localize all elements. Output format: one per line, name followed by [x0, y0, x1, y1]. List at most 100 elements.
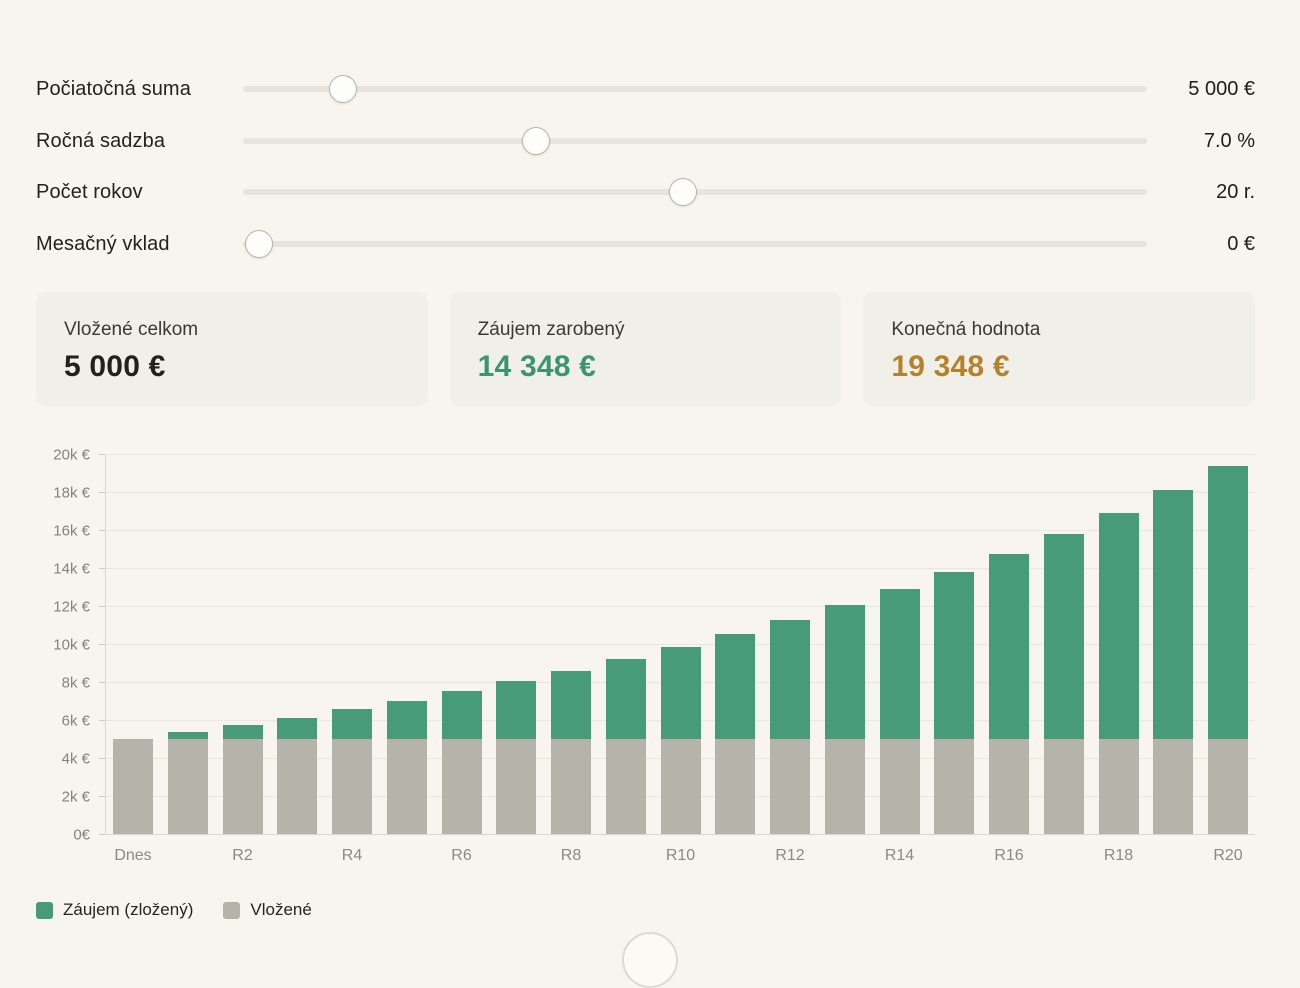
bar-segment-interest: [824, 605, 865, 739]
bar-R8[interactable]: [551, 670, 591, 834]
x-axis-label: R2: [232, 847, 253, 864]
slider-track-initial-sum[interactable]: [243, 86, 1147, 92]
slider-track-monthly-deposit[interactable]: [243, 240, 1147, 247]
bar-segment-deposit: [1098, 739, 1139, 834]
bar-R13[interactable]: [824, 605, 865, 834]
slider-value-years: 20 r.: [1216, 181, 1255, 203]
y-axis-tick: [99, 758, 105, 759]
slider-value-monthly-deposit: 0 €: [1227, 232, 1255, 255]
bar-segment-interest: [496, 681, 537, 739]
bar-R18[interactable]: [1098, 512, 1139, 834]
bar-R7[interactable]: [496, 681, 537, 834]
y-axis-label: 4k €: [61, 750, 90, 768]
gridline: [105, 568, 1255, 569]
slider-thumb-annual-rate[interactable]: [521, 126, 550, 155]
y-axis-tick: [99, 796, 105, 797]
y-axis-label: 2k €: [61, 788, 90, 806]
card-label-total-invested: Vložené celkom: [64, 319, 199, 340]
bar-R14[interactable]: [879, 589, 920, 834]
chart-plot: 0€ 2k € 4k € 6k € 8k € 10k € 12k € 14k € 16k € 18…: [53, 447, 1255, 864]
bar-R17[interactable]: [1043, 533, 1084, 834]
x-axis-label: R18: [1103, 847, 1134, 864]
y-axis-tick: [99, 682, 105, 683]
slider-thumb-years[interactable]: [669, 178, 698, 206]
slider-row-initial-sum: Počiatočná suma 5 000 €: [0, 75, 1300, 103]
bar-R2[interactable]: [222, 725, 263, 834]
bar-segment-deposit: [222, 739, 263, 834]
slider-label-annual-rate: Ročná sadzba: [36, 129, 166, 152]
bar-R5[interactable]: [386, 700, 427, 834]
bar-R16[interactable]: [989, 553, 1029, 834]
y-axis-label: 14k €: [53, 560, 90, 578]
x-axis-label: Dnes: [114, 847, 152, 864]
slider-value-initial-sum: 5 000 €: [1188, 78, 1255, 100]
bar-segment-deposit: [1043, 739, 1084, 834]
legend-item-deposit: Vložené: [223, 900, 312, 920]
slider-track-annual-rate[interactable]: [243, 137, 1147, 144]
y-axis-label: 12k €: [53, 598, 90, 616]
bar-segment-interest: [1153, 490, 1194, 739]
bar-segment-deposit: [441, 739, 482, 834]
slider-label-initial-sum: Počiatočná suma: [36, 78, 191, 100]
x-axis-label: R6: [451, 847, 472, 864]
bar-segment-interest: [277, 717, 318, 739]
bar-segment-deposit: [277, 739, 318, 834]
bar-segment-deposit: [989, 739, 1029, 834]
bar-R4[interactable]: [332, 709, 372, 834]
card-label-interest-earned: Záujem zarobený: [477, 319, 625, 340]
bar-R9[interactable]: [605, 659, 646, 834]
bar-segment-deposit: [605, 739, 646, 834]
gridline: [105, 454, 1255, 455]
bar-segment-deposit: [113, 739, 153, 834]
slider-row-monthly-deposit: Mesačný vklad 0 €: [0, 229, 1300, 258]
y-axis-label: 0€: [73, 826, 90, 844]
slider-row-years: Počet rokov 20 r.: [0, 178, 1300, 206]
bar-R10[interactable]: [660, 647, 701, 834]
bar-Dnes[interactable]: [113, 739, 153, 834]
slider-value-annual-rate: 7.0 %: [1203, 129, 1255, 152]
bar-segment-interest: [167, 732, 208, 739]
y-axis-tick: [99, 530, 105, 531]
chart-legend: Záujem (zložený) Vložené: [36, 900, 312, 920]
slider-thumb-initial-sum[interactable]: [329, 75, 358, 103]
x-axis-label: R8: [560, 847, 582, 864]
y-axis-label: 8k €: [61, 674, 90, 692]
scroll-down-button[interactable]: [622, 932, 678, 988]
bar-segment-deposit: [660, 739, 701, 834]
bar-segment-interest: [1098, 512, 1139, 739]
bar-R1[interactable]: [167, 732, 208, 834]
bar-segment-deposit: [1208, 739, 1248, 834]
card-value-interest-earned: 14 348 €: [477, 350, 597, 383]
y-axis-tick: [99, 644, 105, 645]
bar-segment-interest: [551, 670, 591, 739]
bar-segment-deposit: [496, 739, 537, 834]
bar-segment-interest: [332, 709, 372, 739]
slider-thumb-monthly-deposit[interactable]: [245, 229, 274, 258]
y-axis-label: 20k €: [53, 446, 90, 464]
bar-segment-deposit: [386, 739, 427, 834]
compound-interest-calculator: Počiatočná suma 5 000 € Ročná sadzba 7.0 % P…: [0, 75, 1300, 988]
bar-R11[interactable]: [715, 634, 756, 834]
bar-segment-interest: [222, 725, 263, 739]
bar-R3[interactable]: [277, 717, 318, 834]
bar-segment-deposit: [167, 739, 208, 834]
bar-segment-interest: [386, 700, 427, 739]
y-axis-line: [105, 455, 106, 835]
bar-R20[interactable]: [1208, 466, 1248, 834]
bar-segment-deposit: [551, 739, 591, 834]
bar-R15[interactable]: [934, 571, 975, 834]
card-value-final-value: 19 348 €: [891, 350, 1010, 383]
bar-R6[interactable]: [441, 691, 482, 834]
bar-R19[interactable]: [1153, 490, 1194, 834]
y-axis-tick: [99, 834, 105, 835]
bar-segment-interest: [989, 553, 1029, 739]
slider-label-years: Počet rokov: [36, 181, 143, 203]
gridline: [105, 492, 1255, 493]
x-axis-label: R20: [1213, 847, 1243, 864]
bar-segment-interest: [934, 571, 975, 739]
legend-swatch: [223, 901, 241, 919]
card-total-invested: Vložené celkom 5 000 €: [36, 292, 428, 406]
y-axis-label: 10k €: [53, 636, 90, 654]
y-axis-tick: [99, 606, 105, 607]
bar-R12[interactable]: [770, 620, 810, 834]
